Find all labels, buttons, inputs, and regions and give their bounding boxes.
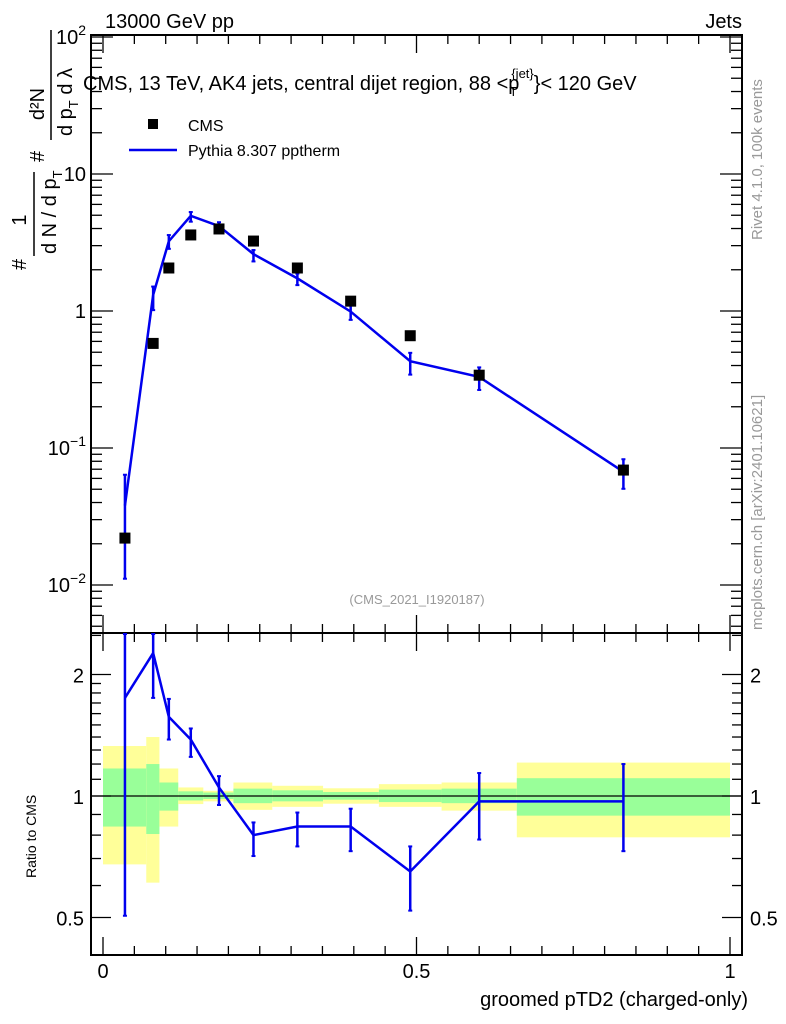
cms-data-point xyxy=(291,262,303,274)
svg-text:d pT d λ: d pT d λ xyxy=(55,68,81,136)
y-tick-label: 10−2 xyxy=(48,570,86,597)
cms-data-point xyxy=(247,235,259,247)
ratio-y-axis-label: Ratio to CMS xyxy=(23,795,39,878)
legend-pythia-label: Pythia 8.307 pptherm xyxy=(188,143,340,160)
tick-labels: 102 10 1 10−1 10−2 2 2 1 1 0.5 0.5 0 0.5 1 xyxy=(48,22,778,983)
cms-data-point xyxy=(473,369,485,381)
x-tick-label: 0.5 xyxy=(403,961,431,983)
y-tick-label: 10 xyxy=(64,164,86,186)
ratio-bands xyxy=(103,737,730,883)
ratio-line xyxy=(123,649,624,874)
analysis-tag: (CMS_2021_I1920187) xyxy=(349,592,484,607)
header-left: 13000 GeV pp xyxy=(105,11,234,33)
ratio-y-tick-label: 1 xyxy=(73,787,84,809)
ratio-y-tick-label: 0.5 xyxy=(56,909,84,931)
x-tick-label: 0 xyxy=(97,961,108,983)
cms-data-point xyxy=(617,464,629,476)
main-data xyxy=(119,211,629,580)
x-tick-label: 1 xyxy=(724,961,735,983)
ratio-data xyxy=(122,633,626,917)
cms-data-point xyxy=(345,295,357,307)
svg-text:#: # xyxy=(9,258,31,270)
svg-text:#: # xyxy=(27,150,49,162)
y-tick-label: 1 xyxy=(75,301,86,323)
ratio-frame xyxy=(90,632,743,956)
svg-text:d²N: d²N xyxy=(27,88,49,120)
cms-data-point xyxy=(147,337,159,349)
header-right: Jets xyxy=(705,11,742,33)
y-tick-label: 102 xyxy=(56,22,86,49)
legend-cms-marker xyxy=(148,119,158,129)
legend: CMS Pythia 8.307 pptherm xyxy=(129,118,340,160)
uncertainty-band-inner xyxy=(146,764,160,835)
y-tick-label: 10−1 xyxy=(48,433,86,460)
pythia-line xyxy=(123,214,625,506)
ratio-y-tick-label-right: 0.5 xyxy=(750,909,778,931)
cms-data-point xyxy=(404,330,416,342)
rivet-label: Rivet 4.1.0, 100k events xyxy=(749,79,766,240)
cms-data-point xyxy=(185,229,197,241)
cms-data-point xyxy=(213,223,225,235)
legend-cms-label: CMS xyxy=(188,118,224,135)
svg-text:d N / d pT: d N / d pT xyxy=(39,170,65,254)
cms-data-point xyxy=(163,262,175,274)
plot-title: CMS, 13 TeV, AK4 jets, central dijet reg… xyxy=(83,66,637,99)
x-axis-label: groomed pTD2 (charged-only) xyxy=(480,989,748,1011)
ratio-y-tick-label: 2 xyxy=(73,666,84,688)
main-y-axis-label: # 1 d N / d pT # d²N d pT d λ xyxy=(9,30,81,270)
main-axis-ticks xyxy=(91,35,742,633)
mcplots-label: mcplots.cern.ch [arXiv:2401.10621] xyxy=(749,395,766,630)
ratio-y-tick-label-right: 1 xyxy=(750,787,761,809)
cms-data-point xyxy=(119,532,131,544)
ratio-y-tick-label-right: 2 xyxy=(750,666,761,688)
svg-text:1: 1 xyxy=(9,214,31,225)
